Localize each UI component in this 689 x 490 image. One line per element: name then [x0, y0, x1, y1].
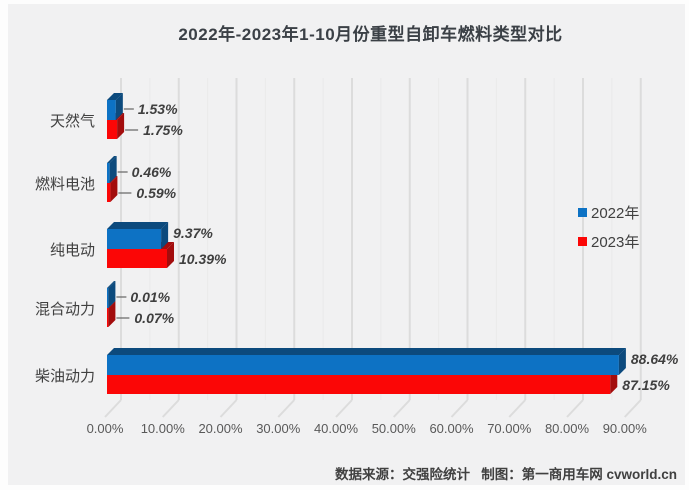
bar-2022-1-top	[107, 156, 117, 163]
gridline-floor-foot	[566, 399, 584, 418]
value-label-2022: 0.46%	[132, 164, 172, 180]
gridline-floor-foot	[162, 399, 180, 418]
x-tick-label: 0.00%	[87, 421, 124, 436]
bar-2022-2-top	[107, 222, 169, 229]
bar-2023-4	[107, 375, 611, 394]
category-label-3: 混合动力	[35, 301, 95, 318]
bar-2022-4-top	[107, 348, 626, 355]
x-tick-label: 20.00%	[198, 421, 243, 436]
bar-2022-2-side	[161, 222, 169, 249]
bar-2022-0	[107, 100, 116, 120]
source-credit: 数据来源：交强险统计 制图：第一商用车网 cvworld.cn	[334, 467, 677, 482]
bar-2022-3-side	[108, 281, 116, 308]
category-label-0: 天然气	[50, 113, 95, 130]
value-label-2022: 1.53%	[138, 101, 178, 117]
x-tick-label: 60.00%	[429, 421, 474, 436]
gridline-floor-foot	[450, 399, 469, 418]
bar-2022-1-side	[109, 156, 117, 183]
bar-2023-3-side	[108, 301, 116, 327]
legend-item-2023: 2023年	[578, 231, 639, 251]
legend-item-2022: 2022年	[578, 202, 639, 222]
bar-2022-3	[107, 288, 109, 308]
legend-swatch-2022-icon	[578, 207, 587, 217]
gridline-floor-foot	[624, 399, 642, 418]
bar-2022-3-top	[107, 281, 116, 288]
x-tick-label: 90.00%	[603, 421, 648, 436]
value-label-2023: 1.75%	[143, 122, 183, 138]
bar-2022-0-top	[107, 93, 123, 100]
bar-2022-4	[107, 355, 619, 375]
legend-swatch-2023-icon	[578, 236, 587, 246]
bar-2022-1	[107, 163, 110, 183]
gridline-floor-foot	[104, 399, 122, 418]
bar-2023-3	[107, 308, 109, 327]
category-label-2: 纯电动	[50, 242, 95, 259]
value-label-2022: 0.01%	[130, 289, 170, 305]
value-label-2023: 10.39%	[179, 251, 227, 267]
bar-2022-2	[107, 229, 162, 249]
legend-label-2023: 2023年	[591, 233, 640, 251]
bar-2023-2	[107, 249, 168, 268]
x-tick-label: 50.00%	[372, 421, 417, 436]
legend-label-2022: 2022年	[591, 204, 640, 222]
bar-2023-1	[107, 183, 111, 202]
x-tick-label: 30.00%	[256, 421, 301, 436]
bar-2022-4-side	[618, 348, 626, 375]
value-label-2023: 0.59%	[136, 185, 176, 201]
bar-2022-0-side	[115, 93, 123, 120]
bar-2023-2-side	[167, 242, 175, 268]
x-tick-label: 80.00%	[545, 421, 590, 436]
legend: 2022年 2023年	[578, 202, 639, 260]
value-label-2023: 87.15%	[622, 377, 670, 393]
bar-2023-0-side	[117, 113, 125, 139]
gridline-floor-foot	[508, 399, 526, 418]
category-label-4: 柴油动力	[35, 368, 95, 385]
gridline-floor-foot	[277, 399, 295, 418]
x-tick-label: 70.00%	[487, 421, 532, 436]
value-label-2023: 0.07%	[134, 310, 174, 326]
gridline-floor-foot	[393, 399, 411, 418]
x-tick-label: 10.00%	[141, 421, 186, 436]
category-label-1: 燃料电池	[35, 175, 95, 193]
bar-2023-1-side	[110, 176, 118, 202]
bar-2023-0	[107, 120, 118, 139]
chart-title: 2022年-2023年1-10月份重型自卸车燃料类型对比	[178, 25, 563, 44]
value-label-2022: 9.37%	[173, 225, 213, 241]
value-label-2022: 88.64%	[631, 351, 679, 367]
gridline-floor-foot	[219, 399, 238, 418]
x-tick-label: 40.00%	[314, 421, 359, 436]
gridline-floor-foot	[335, 399, 353, 418]
